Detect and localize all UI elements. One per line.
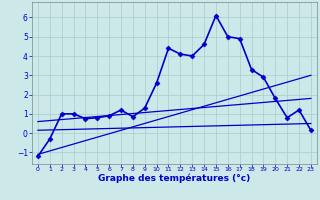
X-axis label: Graphe des températures (°c): Graphe des températures (°c) [98, 174, 251, 183]
